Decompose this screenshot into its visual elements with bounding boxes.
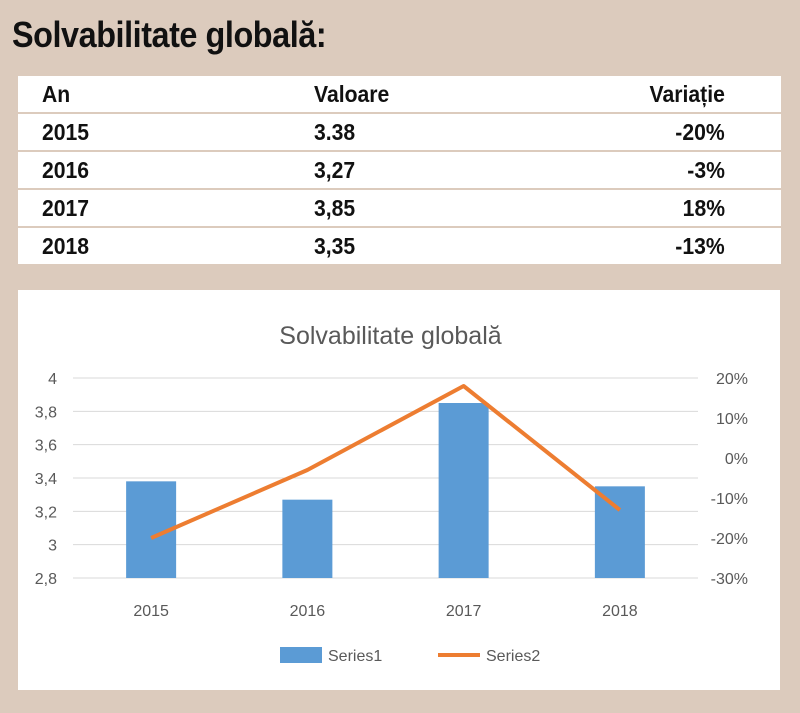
y-right-tick-label: -10% — [711, 491, 748, 508]
header-variatie: Variație — [649, 81, 725, 107]
page-title: Solvabilitate globală: — [12, 14, 327, 55]
cell-year: 2018 — [42, 233, 90, 259]
cell-value: 3,27 — [314, 157, 356, 183]
legend-label-series1: Series1 — [328, 648, 382, 665]
y-right-tick-label: -20% — [711, 531, 748, 548]
header-valoare: Valoare — [314, 81, 390, 107]
bar — [282, 499, 333, 578]
x-tick-label: 2015 — [133, 603, 169, 620]
y-left-tick-label: 3,4 — [35, 471, 57, 488]
y-right-tick-label: -30% — [711, 571, 748, 588]
table-row: 2015 3.38 -20% — [18, 114, 781, 150]
line-series — [150, 384, 622, 540]
legend-label-series2: Series2 — [486, 648, 540, 665]
x-tick-label: 2018 — [602, 603, 638, 620]
cell-variation: -20% — [675, 119, 725, 145]
cell-variation: -3% — [687, 157, 725, 183]
cell-year: 2016 — [42, 157, 90, 183]
cell-year: 2015 — [42, 119, 90, 145]
table-row: 2017 3,85 18% — [18, 190, 781, 226]
chart-panel: Solvabilitate globală 2,8 3 3,2 3,4 3,6 3,8 4 -… — [18, 290, 780, 690]
header-an: An — [42, 81, 71, 107]
table-row: 2016 3,27 -3% — [18, 152, 781, 188]
y-left-tick-label: 3,8 — [35, 404, 57, 421]
cell-variation: -13% — [675, 233, 725, 259]
y-left-tick-label: 4 — [48, 371, 57, 388]
legend-swatch-series1 — [280, 647, 322, 663]
table-row: 2018 3,35 -13% — [18, 228, 781, 264]
cell-value: 3.38 — [314, 119, 356, 145]
x-tick-label: 2016 — [290, 603, 326, 620]
cell-year: 2017 — [42, 195, 90, 221]
y-right-tick-label: 0% — [725, 451, 748, 468]
y-left-tick-label: 3,6 — [35, 438, 57, 455]
y-right-tick-label: 20% — [716, 371, 748, 388]
x-tick-label: 2017 — [446, 603, 482, 620]
cell-variation: 18% — [682, 195, 725, 221]
y-left-tick-label: 3,2 — [35, 504, 57, 521]
y-right-tick-label: 10% — [716, 411, 748, 428]
bar — [594, 486, 645, 578]
cell-value: 3,85 — [314, 195, 356, 221]
data-table: An Valoare Variație 2015 3.38 -20% 2016 … — [18, 76, 781, 266]
y-left-tick-label: 3 — [48, 538, 57, 555]
chart-title: Solvabilitate globală — [279, 322, 501, 350]
combo-chart: Solvabilitate globală 2,8 3 3,2 3,4 3,6 3,8 4 -… — [35, 322, 748, 665]
cell-value: 3,35 — [314, 233, 356, 259]
y-left-tick-label: 2,8 — [35, 571, 57, 588]
table-header-row: An Valoare Variație — [18, 76, 781, 112]
bar — [438, 403, 489, 578]
